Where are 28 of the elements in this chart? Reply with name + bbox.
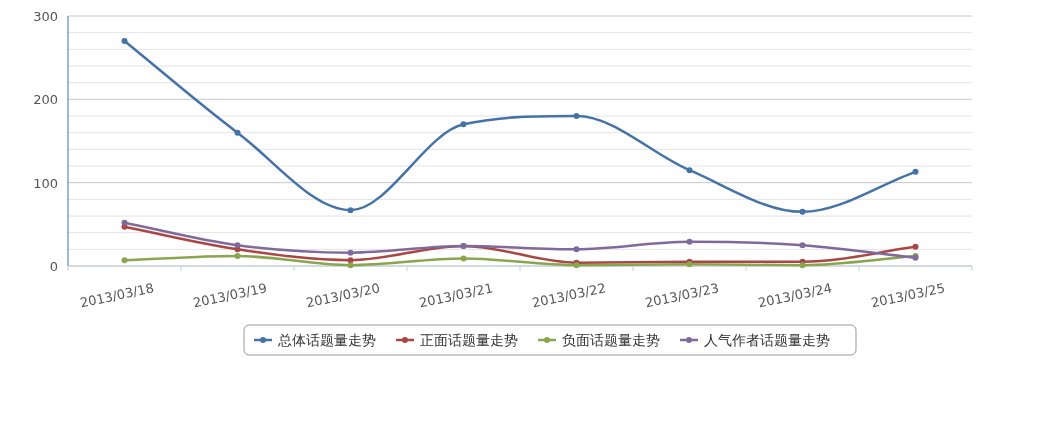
point bbox=[799, 262, 806, 269]
legend-label: 总体话题量走势 bbox=[277, 332, 376, 348]
point bbox=[121, 219, 128, 226]
point bbox=[121, 38, 128, 44]
y-tick-label: 300 bbox=[33, 9, 58, 24]
legend-label: 人气作者话题量走势 bbox=[704, 332, 830, 348]
point bbox=[912, 243, 919, 250]
point bbox=[234, 242, 241, 249]
point bbox=[573, 246, 580, 253]
point bbox=[347, 262, 354, 269]
point bbox=[234, 129, 241, 136]
y-tick-label: 0 bbox=[49, 259, 58, 274]
legend-label: 负面话题量走势 bbox=[562, 332, 660, 348]
point bbox=[686, 238, 693, 245]
point bbox=[234, 253, 241, 259]
point bbox=[460, 255, 467, 262]
y-tick-label: 100 bbox=[33, 175, 58, 191]
point bbox=[799, 208, 806, 215]
point bbox=[347, 207, 354, 214]
point bbox=[799, 242, 806, 249]
legend-label: 正面话题量走势 bbox=[420, 332, 518, 348]
point bbox=[912, 168, 919, 175]
point bbox=[686, 167, 693, 174]
point bbox=[460, 121, 467, 128]
point bbox=[121, 257, 128, 264]
point bbox=[347, 249, 354, 256]
point bbox=[573, 113, 580, 119]
y-tick-label: 200 bbox=[33, 92, 58, 108]
